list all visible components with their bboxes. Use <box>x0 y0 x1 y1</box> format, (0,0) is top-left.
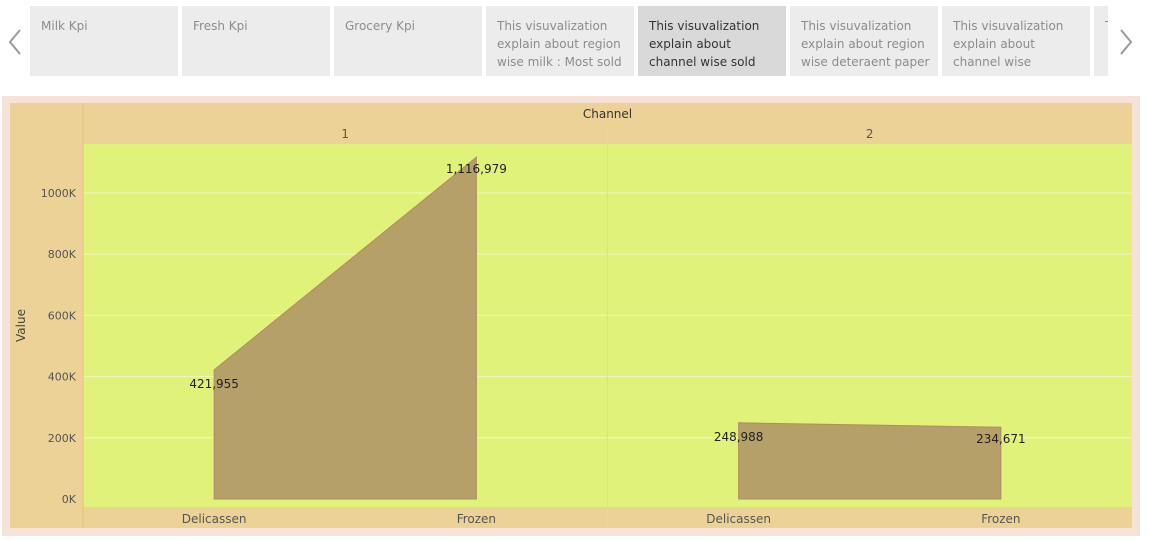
data-label: 421,955 <box>189 377 239 391</box>
story-tab-label: This visuvalization explain about region… <box>497 19 622 69</box>
story-tab-label: Grocery Kpi <box>345 19 415 33</box>
story-tab-1[interactable]: Milk Kpi <box>30 6 180 76</box>
chart-container: Channel 0K 200K 400K 600K 800K 1000K Value 1 Deli… <box>2 96 1140 536</box>
x-axis-band <box>10 507 1132 528</box>
x-tick-label: Delicassen <box>182 512 247 526</box>
y-tick-label: 400K <box>48 371 77 384</box>
chevron-left-icon <box>8 29 21 55</box>
next-story-button[interactable] <box>1111 22 1141 62</box>
y-tick-label: 1000K <box>41 187 77 200</box>
y-tick-label: 600K <box>48 309 77 322</box>
column-header-band <box>10 103 1132 144</box>
previous-story-button[interactable] <box>0 22 30 62</box>
story-tab-label: This visuvalization explain about region… <box>801 19 930 69</box>
story-tab-7[interactable]: This visuvalization explain about channe… <box>942 6 1092 76</box>
x-tick-label: Frozen <box>457 512 496 526</box>
story-tab-label: This visuvalization explain about channe… <box>953 19 1064 69</box>
story-tab-4[interactable]: This visuvalization explain about region… <box>486 6 636 76</box>
story-tab-label: This visuvalization explain about channe… <box>649 19 760 69</box>
data-label: 248,988 <box>714 430 764 444</box>
y-axis-band <box>10 144 83 507</box>
y-tick-label: 200K <box>48 432 77 445</box>
story-tab-label: Milk Kpi <box>41 19 88 33</box>
x-tick-label: Delicassen <box>706 512 771 526</box>
chevron-right-icon <box>1120 29 1133 55</box>
story-points-strip: Milk Kpi Fresh Kpi Grocery Kpi This visuval… <box>30 6 1108 76</box>
data-label: 234,671 <box>976 432 1026 446</box>
story-tab-6[interactable]: This visuvalization explain about region… <box>790 6 940 76</box>
story-tab-label: Fresh Kpi <box>193 19 248 33</box>
column-header-title: Channel <box>583 107 632 121</box>
story-tab-2[interactable]: Fresh Kpi <box>182 6 332 76</box>
data-label: 1,116,979 <box>446 162 507 176</box>
x-tick-label: Frozen <box>981 512 1020 526</box>
channel-area-chart: Channel 0K 200K 400K 600K 800K 1000K Value 1 Deli… <box>10 103 1132 528</box>
story-tab-5[interactable]: This visuvalization explain about channe… <box>638 6 788 76</box>
y-axis-label: Value <box>14 309 28 342</box>
channel-header-1: 1 <box>341 127 349 141</box>
story-tab-8[interactable]: T e v <box>1094 6 1108 76</box>
channel-header-2: 2 <box>866 127 874 141</box>
story-tab-3[interactable]: Grocery Kpi <box>334 6 484 76</box>
area-series-channel-2 <box>738 422 1002 500</box>
y-tick-label: 800K <box>48 248 77 261</box>
y-tick-label: 0K <box>62 493 77 506</box>
story-tab-label: T e v <box>1105 17 1108 71</box>
area-series-channel-1 <box>213 156 477 500</box>
